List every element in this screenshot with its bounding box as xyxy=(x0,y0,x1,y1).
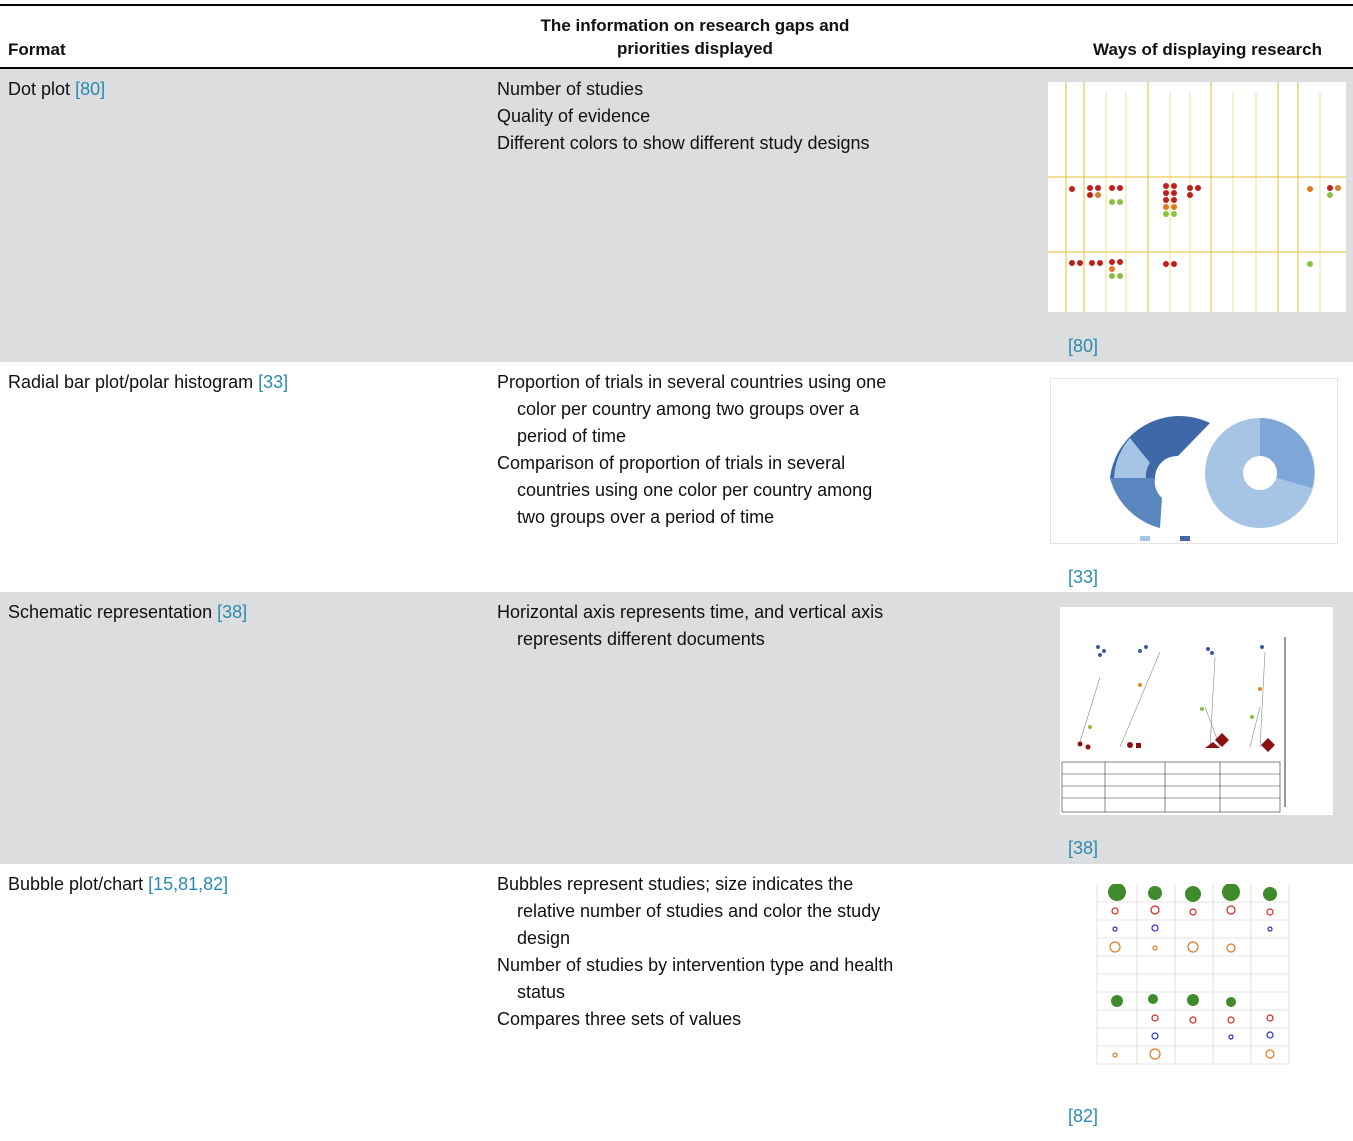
format: Schematic representation xyxy=(8,602,213,622)
citation[interactable]: [15,81,82] xyxy=(148,874,229,894)
info-item: Quality of evidence xyxy=(497,106,651,126)
format: Radial bar plot/polar histogram xyxy=(8,372,254,392)
image-citation[interactable]: [82] xyxy=(1068,1106,1099,1126)
schematic-thumbnail xyxy=(1060,607,1333,815)
info-item: Different colors to show different study… xyxy=(497,133,870,153)
image-citation[interactable]: [80] xyxy=(1068,336,1099,356)
bubble-chart-thumbnail xyxy=(1065,884,1335,1084)
header-info: The information on research gaps and pri… xyxy=(540,16,850,58)
info-item: Horizontal axis represents time, and ver… xyxy=(497,602,884,649)
image-citation[interactable]: [38] xyxy=(1068,838,1099,858)
info-cell: Number of studies Quality of evidence Di… xyxy=(497,76,897,157)
citation[interactable]: [33] xyxy=(258,372,289,392)
radial-plot-thumbnail xyxy=(1050,378,1338,544)
dot-plot-thumbnail xyxy=(1048,82,1346,312)
table-row: Radial bar plot/polar histogram [33] Pro… xyxy=(0,362,1353,592)
format-cell: Bubble plot/chart [15,81,82] xyxy=(8,871,228,898)
table-row: Schematic representation [38] Horizontal… xyxy=(0,592,1353,864)
format-cell: Schematic representation [38] xyxy=(8,599,247,626)
format-cell: Radial bar plot/polar histogram [33] xyxy=(8,369,288,396)
info-cell: Horizontal axis represents time, and ver… xyxy=(497,599,897,653)
info-item: Compares three sets of values xyxy=(497,1009,742,1029)
header-format: Format xyxy=(8,40,66,59)
info-item: Comparison of proportion of trials in se… xyxy=(497,453,873,527)
rule xyxy=(0,67,1353,69)
citation[interactable]: [80] xyxy=(75,79,106,99)
info-item: Number of studies by intervention type a… xyxy=(497,955,894,1002)
image-citation[interactable]: [33] xyxy=(1068,567,1099,587)
format-cell: Dot plot [80] xyxy=(8,76,105,103)
info-item: Bubbles represent studies; size indicate… xyxy=(497,874,881,948)
rule xyxy=(0,4,1353,6)
header-ways: Ways of displaying research xyxy=(1093,40,1322,59)
format: Bubble plot/chart xyxy=(8,874,144,894)
format: Dot plot xyxy=(8,79,71,99)
info-item: Number of studies xyxy=(497,79,644,99)
info-item: Proportion of trials in several countrie… xyxy=(497,372,887,446)
table-row: Dot plot [80] Number of studies Quality … xyxy=(0,69,1353,362)
table-row: Bubble plot/chart [15,81,82] Bubbles rep… xyxy=(0,864,1353,1141)
info-cell: Proportion of trials in several countrie… xyxy=(497,369,897,531)
citation[interactable]: [38] xyxy=(217,602,248,622)
info-cell: Bubbles represent studies; size indicate… xyxy=(497,871,897,1033)
